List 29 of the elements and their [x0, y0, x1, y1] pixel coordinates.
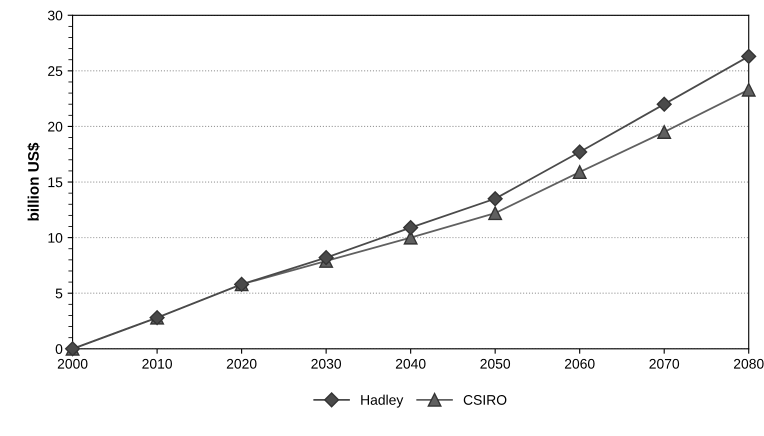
y-tick-label: 30 [48, 10, 62, 20]
y-tick-label: 5 [56, 288, 62, 298]
x-tick-label: 2070 [649, 358, 680, 369]
legend-label: CSIRO [464, 395, 506, 405]
y-tick-label: 10 [48, 232, 62, 243]
y-axis-title: billion US$ [27, 142, 40, 220]
legend-label: Hadley [361, 394, 404, 408]
y-tick-label: 20 [48, 122, 62, 132]
x-tick-label: 2050 [480, 358, 510, 369]
point [488, 206, 502, 220]
point [403, 220, 418, 236]
x-tick-label: 2080 [734, 358, 764, 369]
point [488, 191, 503, 206]
point [572, 165, 587, 179]
x-tick-label: 2020 [226, 358, 257, 369]
x-tick-label: 2030 [311, 358, 342, 369]
point [657, 125, 672, 139]
x-tick-label: 2040 [396, 358, 426, 369]
point [741, 48, 756, 64]
x-tick-label: 2060 [564, 358, 595, 369]
point [742, 82, 756, 97]
point [572, 144, 588, 160]
x-tick-label: 2000 [58, 358, 88, 369]
point [318, 250, 334, 266]
y-tick-label: 0 [56, 344, 62, 354]
y-tick-label: 15 [48, 178, 62, 188]
y-tick-label: 25 [48, 66, 62, 76]
point [656, 96, 672, 112]
x-tick-label: 2010 [142, 358, 172, 369]
